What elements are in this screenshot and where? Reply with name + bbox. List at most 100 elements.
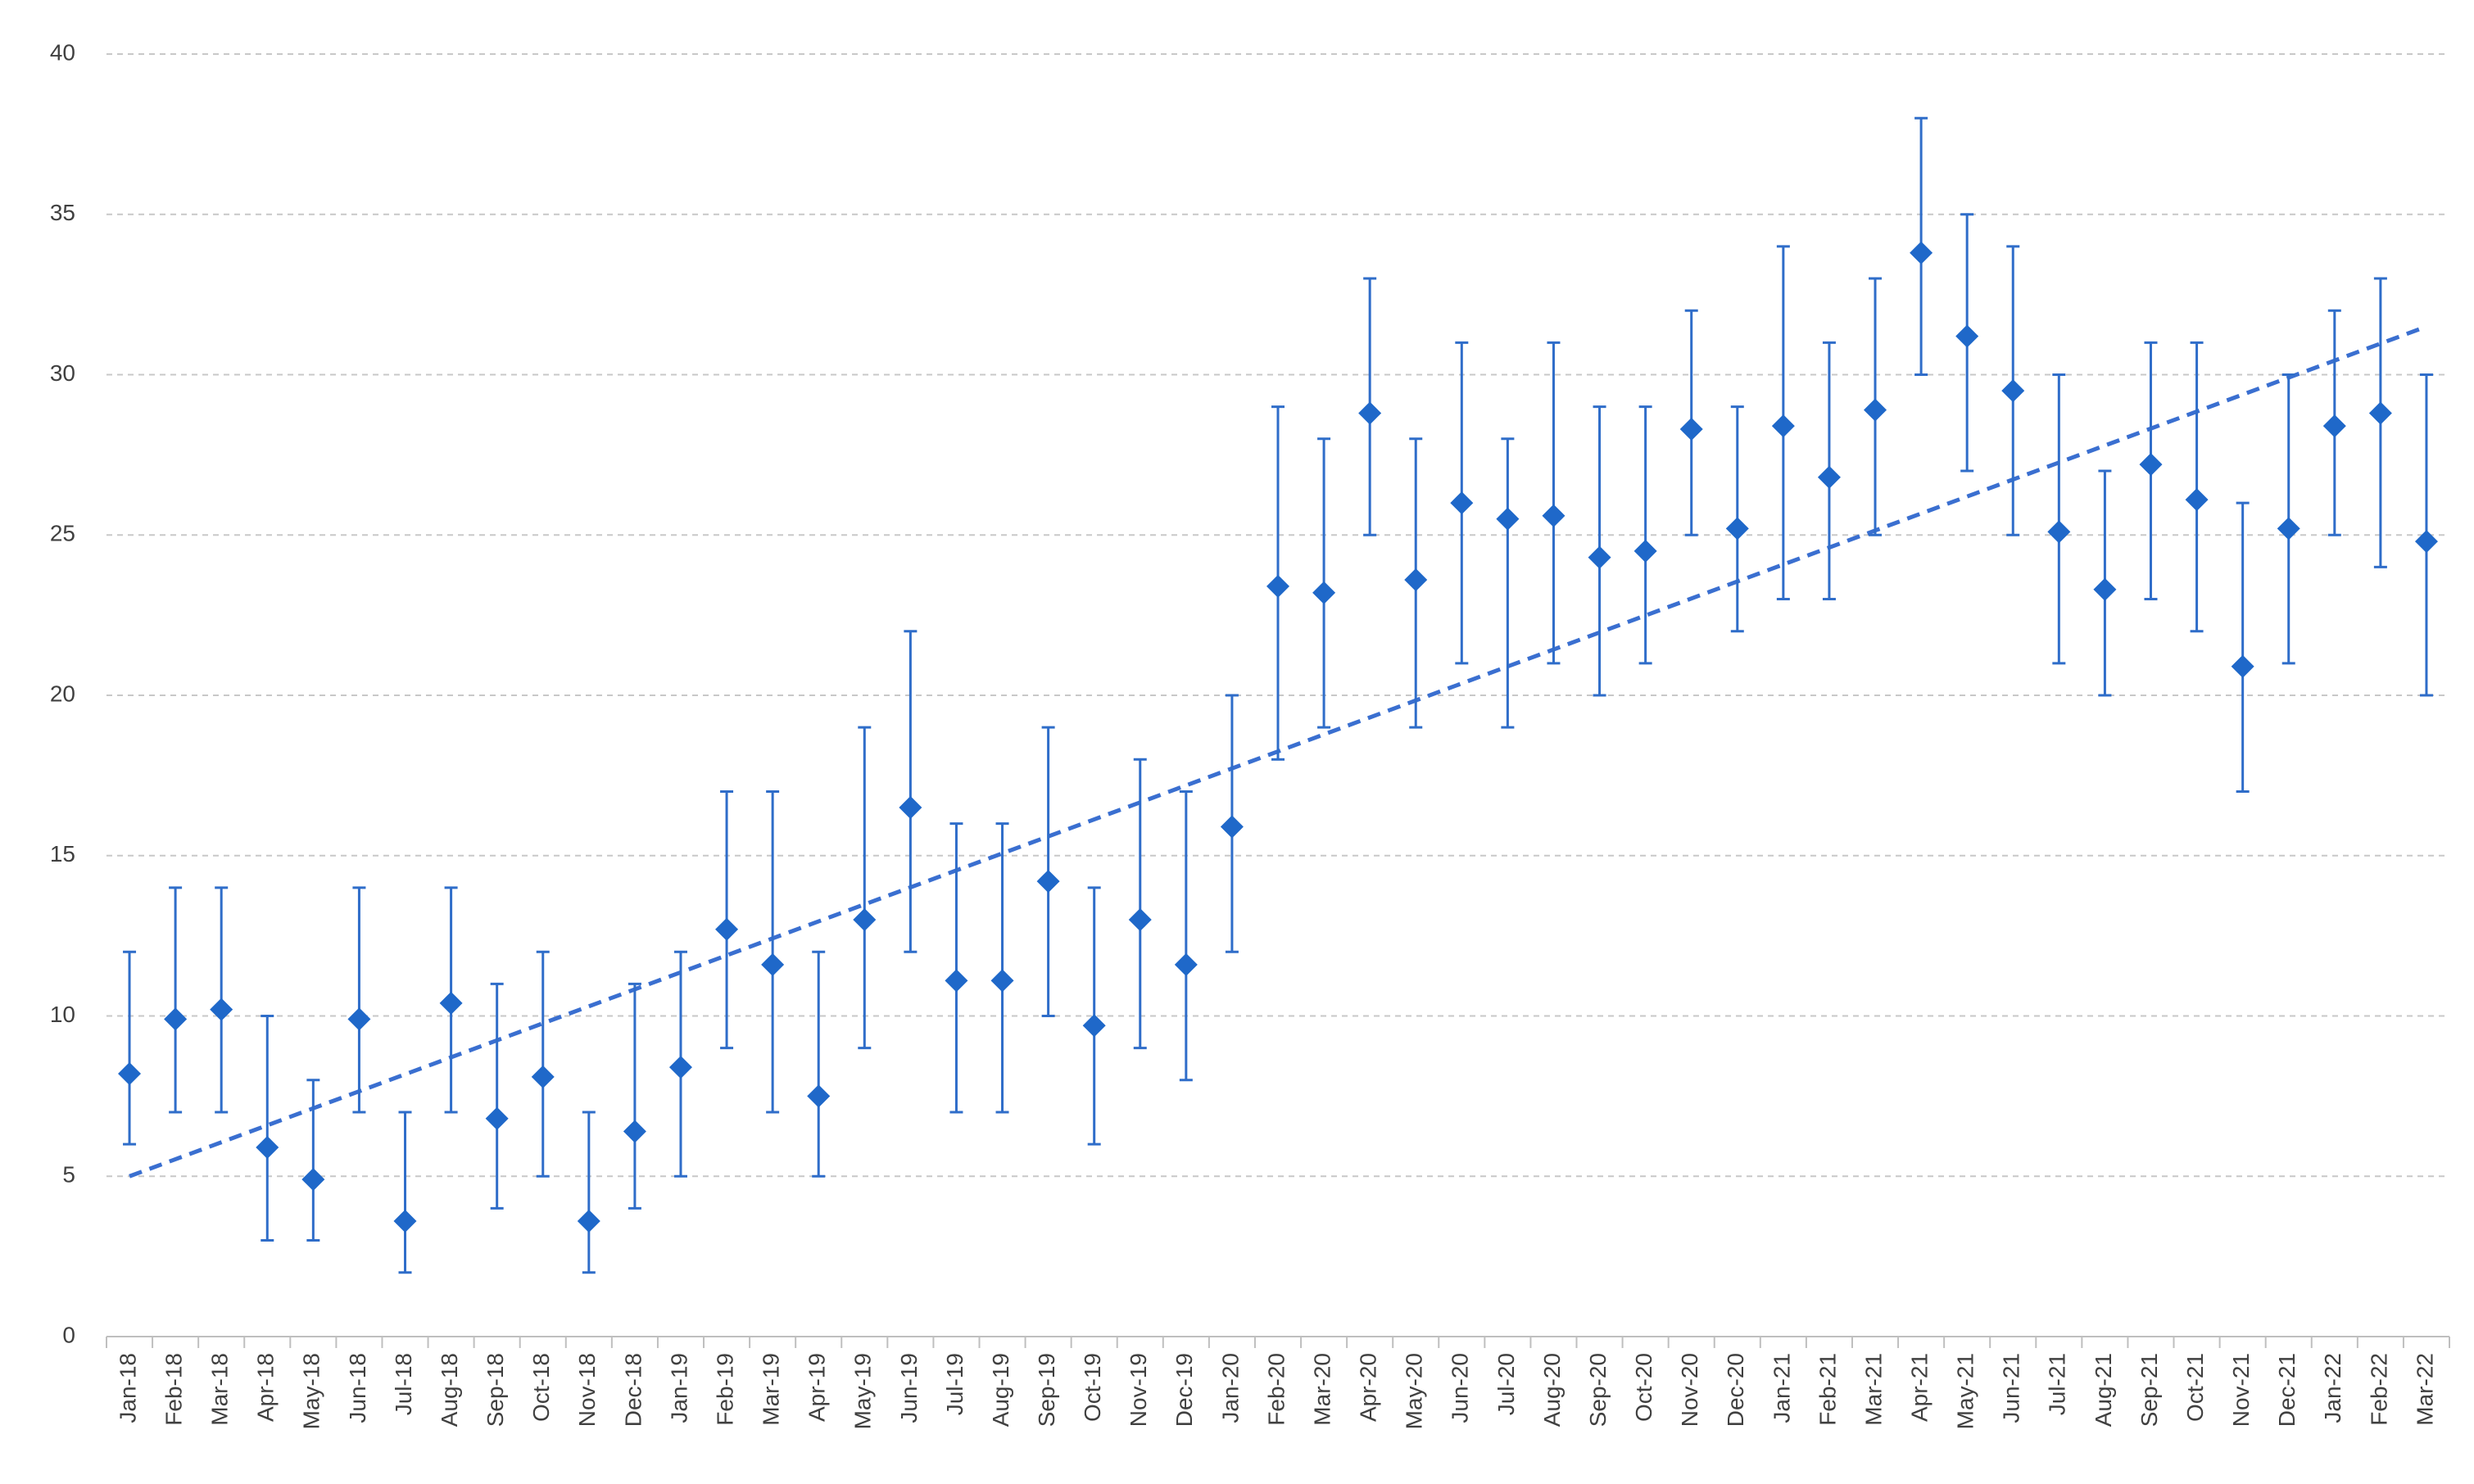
x-tick-label: May-19 (850, 1353, 876, 1429)
data-point (761, 952, 785, 976)
data-point (1588, 545, 1611, 569)
data-point (1312, 581, 1336, 604)
x-tick-label: Oct-18 (528, 1353, 554, 1422)
x-tick-label: Apr-20 (1356, 1353, 1381, 1422)
data-point (164, 1007, 188, 1031)
data-point (1220, 815, 1244, 839)
x-tick-label: Feb-22 (2366, 1353, 2391, 1426)
data-point (577, 1210, 600, 1233)
y-tick-label: 40 (50, 39, 75, 65)
x-tick-label: Jan-19 (666, 1353, 691, 1423)
x-tick-label: Sep-21 (2136, 1353, 2162, 1427)
data-point (393, 1210, 417, 1233)
data-point (256, 1136, 279, 1160)
x-tick-label: Nov-19 (1126, 1353, 1151, 1427)
x-tick-label: Nov-20 (1677, 1353, 1702, 1427)
x-tick-label: Mar-19 (759, 1353, 784, 1426)
data-point (439, 991, 463, 1015)
x-tick-label: Feb-19 (712, 1353, 737, 1426)
data-point (2185, 488, 2209, 512)
x-tick-label: Feb-20 (1263, 1353, 1289, 1426)
x-tick-label: Jun-19 (896, 1353, 922, 1423)
x-tick-label: May-20 (1402, 1353, 1427, 1429)
x-tick-label: Jun-20 (1448, 1353, 1473, 1423)
data-point (807, 1084, 831, 1108)
data-point (1542, 504, 1566, 527)
x-tick-label: Jul-19 (942, 1353, 967, 1415)
data-point (347, 1007, 371, 1031)
x-tick-label: Aug-20 (1539, 1353, 1565, 1427)
data-point (1955, 324, 1979, 348)
x-tick-label: Feb-18 (161, 1353, 187, 1426)
data-point (2093, 577, 2117, 601)
x-tick-label: Aug-19 (988, 1353, 1013, 1427)
data-point (2368, 401, 2392, 425)
y-tick-label: 25 (50, 521, 75, 546)
data-point (2047, 520, 2071, 544)
data-point (990, 969, 1014, 993)
x-tick-label: Feb-21 (1815, 1353, 1840, 1426)
x-tick-label: Aug-18 (437, 1353, 462, 1427)
x-tick-label: Jun-18 (345, 1353, 370, 1423)
x-tick-label: Apr-18 (253, 1353, 279, 1422)
y-tick-label: 15 (50, 841, 75, 866)
x-tick-label: Sep-18 (483, 1353, 508, 1427)
x-tick-label: Sep-19 (1034, 1353, 1059, 1427)
x-tick-label: Oct-21 (2182, 1353, 2208, 1422)
data-point (623, 1120, 646, 1143)
data-point (1036, 870, 1060, 894)
data-point (1174, 952, 1198, 976)
data-point (118, 1061, 142, 1085)
data-points (118, 241, 2438, 1233)
data-point (945, 969, 968, 993)
data-point (1496, 507, 1520, 531)
data-point (2322, 414, 2346, 438)
data-point (485, 1106, 509, 1130)
x-tick-label: Mar-21 (1860, 1353, 1886, 1426)
x-tick-label: Oct-19 (1080, 1353, 1105, 1422)
data-point (1266, 574, 1289, 598)
x-tick-label: Jul-18 (391, 1353, 416, 1415)
x-tick-label: Nov-18 (574, 1353, 600, 1427)
x-tick-label: Jun-21 (1999, 1353, 2024, 1423)
data-point (531, 1065, 555, 1088)
data-point (2001, 379, 2025, 403)
tick-labels: 0 5 10 15 20 25 30 35 40 Jan-18 Feb-18 Mar-18 Apr-18… (50, 39, 2438, 1429)
y-tick-label: 0 (62, 1322, 75, 1347)
data-point (715, 917, 739, 941)
x-tick-label: May-21 (1953, 1353, 1978, 1429)
data-point (668, 1056, 692, 1079)
x-tick-label: Jan-21 (1769, 1353, 1794, 1423)
data-point (210, 998, 233, 1021)
y-tick-label: 5 (62, 1162, 75, 1188)
x-tick-label: Mar-18 (207, 1353, 233, 1426)
data-point (853, 908, 877, 932)
x-tick-label: Oct-20 (1631, 1353, 1656, 1422)
x-tick-label: May-18 (299, 1353, 324, 1429)
y-tick-label: 10 (50, 1002, 75, 1027)
y-tick-label: 30 (50, 360, 75, 386)
x-tick-label: Dec-20 (1723, 1353, 1748, 1427)
data-point (2414, 530, 2438, 554)
data-point (301, 1168, 325, 1192)
data-point (1864, 398, 1887, 422)
y-tick-label: 35 (50, 200, 75, 225)
axes (106, 1336, 2450, 1348)
data-point (1725, 517, 1749, 541)
data-point (899, 796, 922, 820)
x-tick-label: Jul-21 (2045, 1353, 2070, 1415)
x-tick-label: Jan-18 (115, 1353, 140, 1423)
x-tick-label: Jan-20 (1217, 1353, 1243, 1423)
x-tick-label: Mar-22 (2412, 1353, 2437, 1426)
x-tick-label: Jan-22 (2320, 1353, 2345, 1423)
x-tick-label: Apr-21 (1906, 1353, 1932, 1422)
x-tick-label: Apr-19 (804, 1353, 830, 1422)
data-point (2277, 517, 2300, 541)
data-point (1771, 414, 1795, 438)
data-point (1817, 465, 1841, 489)
data-point (1358, 401, 1382, 425)
x-tick-label: Aug-21 (2091, 1353, 2116, 1427)
x-tick-label: Sep-20 (1585, 1353, 1611, 1427)
data-point (1404, 568, 1428, 592)
